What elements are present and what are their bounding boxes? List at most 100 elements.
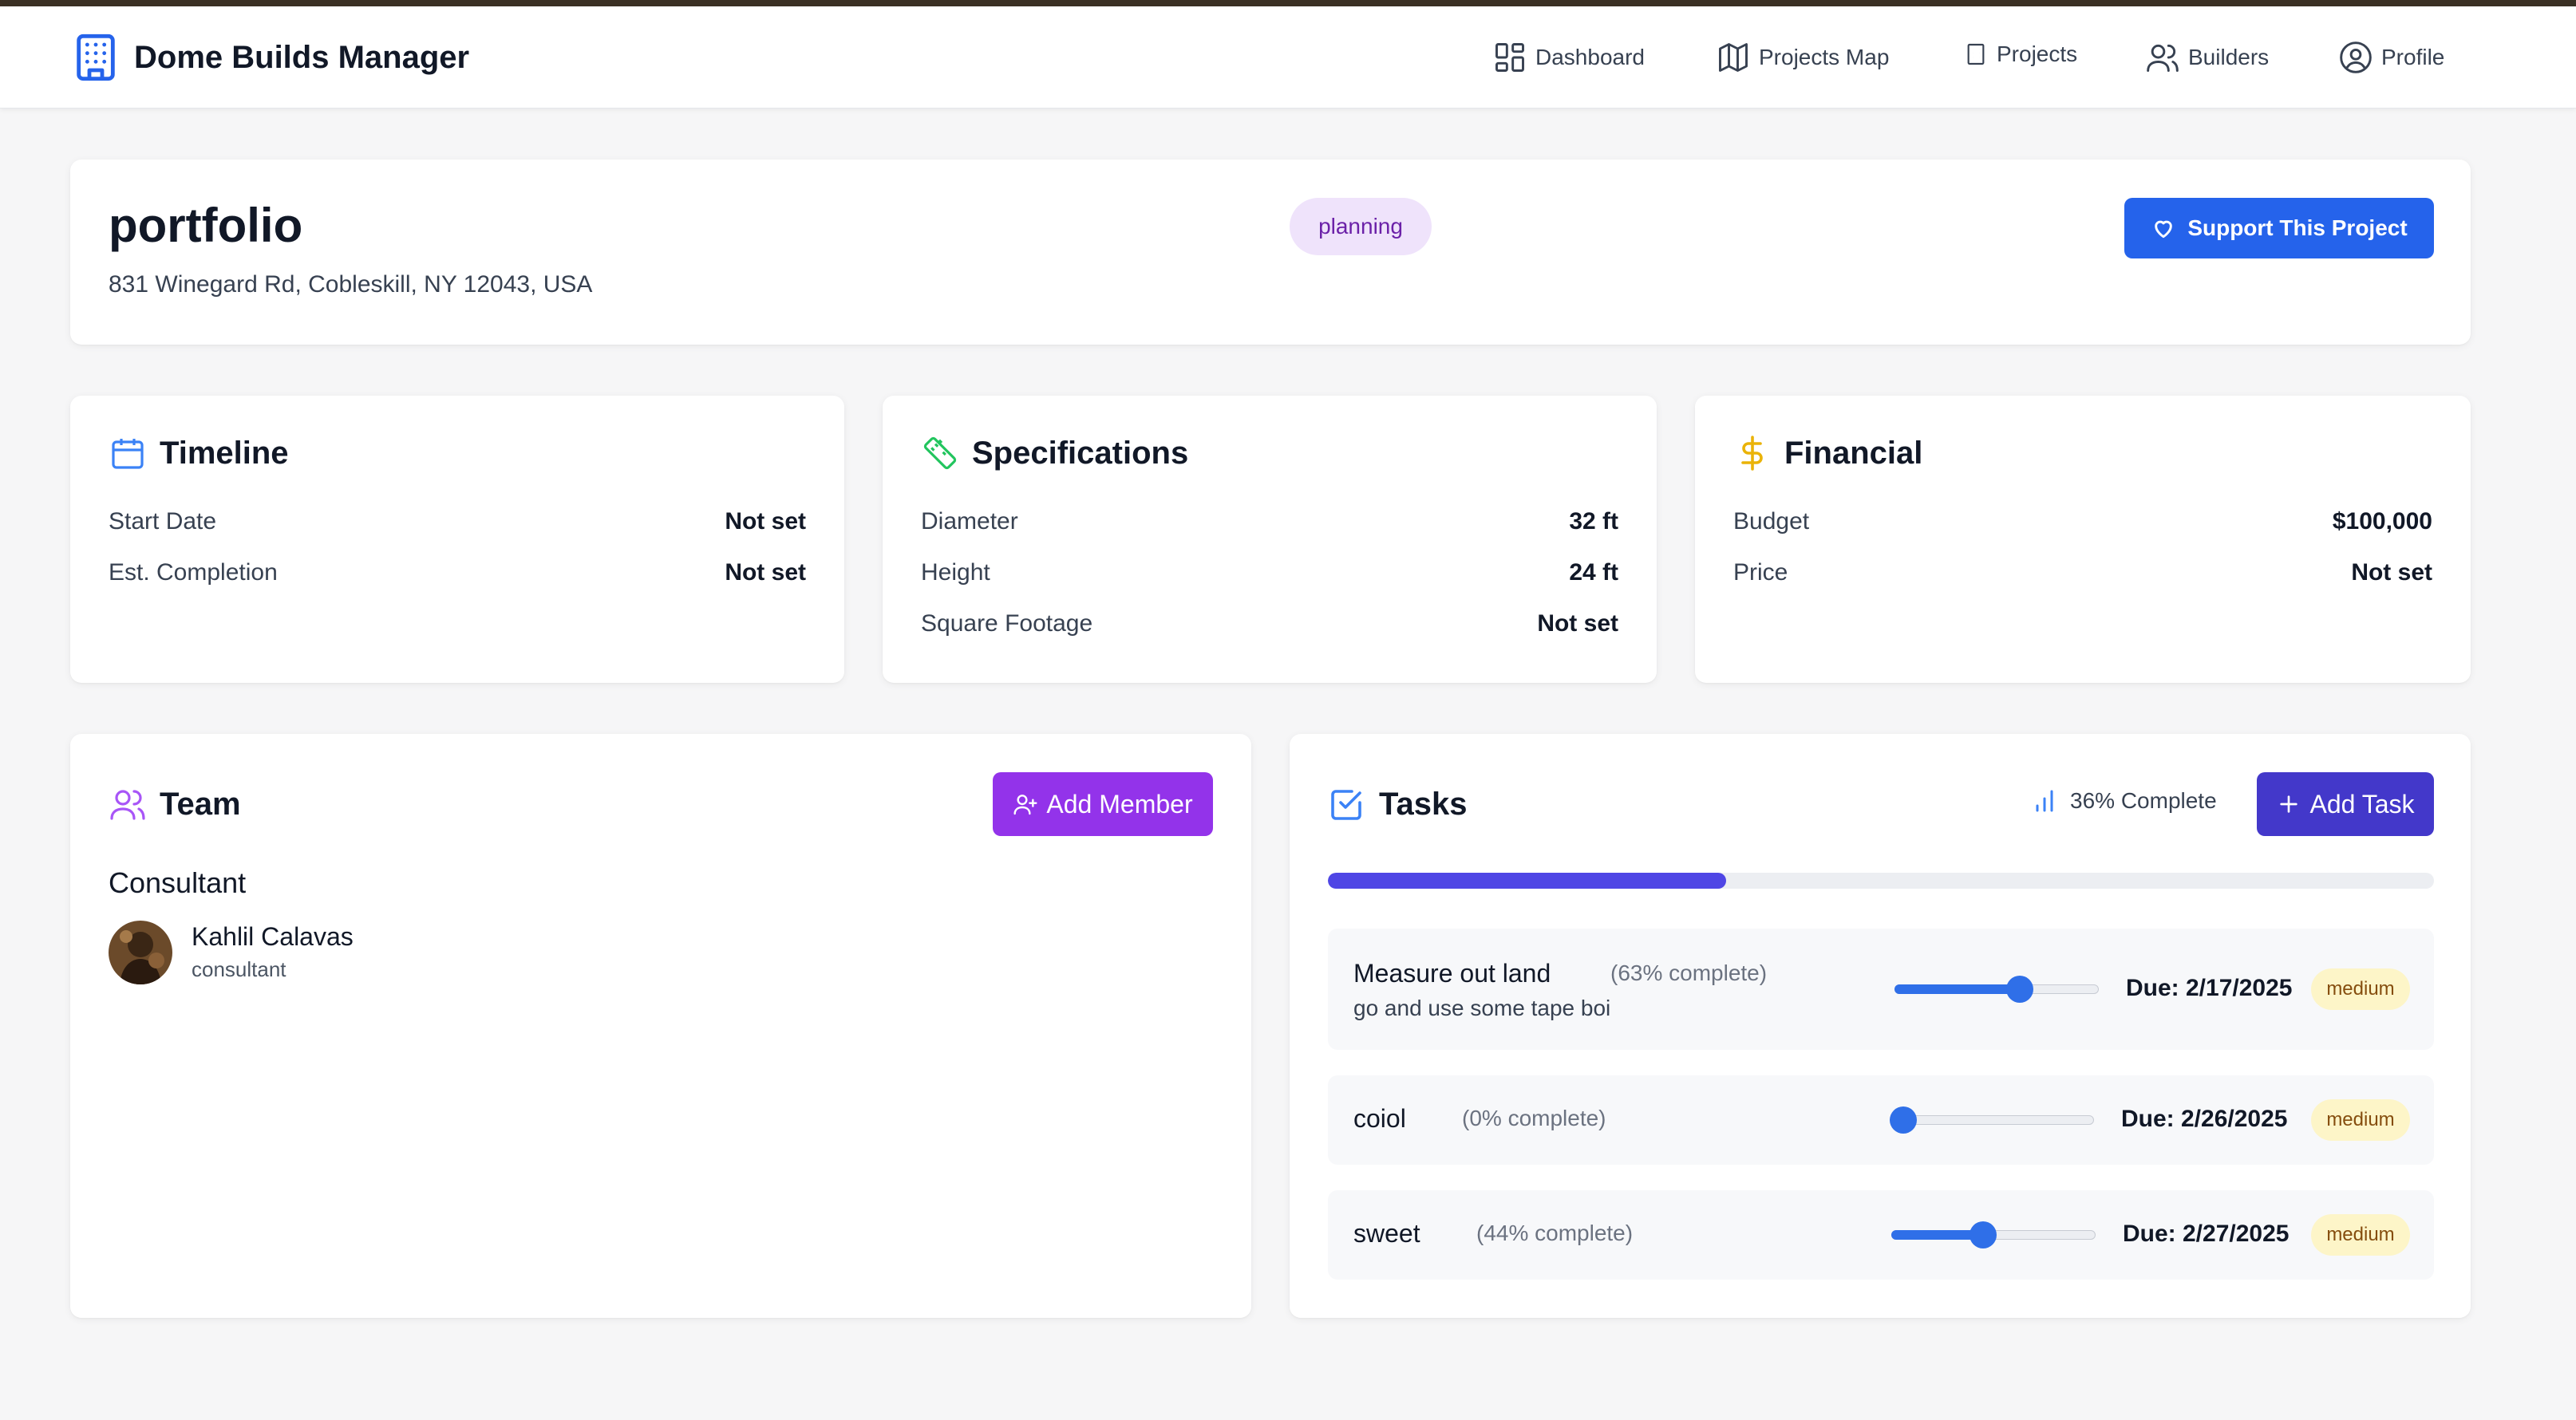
task-row[interactable]: sweet (44% complete) Due: 2/27/2025 medi…: [1328, 1190, 2434, 1280]
nav-projects-map-label: Projects Map: [1759, 45, 1890, 69]
task-progress-slider[interactable]: [1894, 976, 2099, 1003]
add-member-label: Add Member: [1046, 789, 1193, 818]
timeline-row-value: Not set: [725, 559, 806, 586]
top-navbar: Dome Builds Manager Dashboard Projects M…: [0, 6, 2576, 108]
spec-row-value: 24 ft: [1569, 559, 1618, 586]
tasks-heading: Tasks: [1328, 785, 1467, 823]
slider-track: [1890, 1115, 2094, 1125]
map-icon: [1716, 40, 1751, 75]
slider-fill: [1891, 1230, 1981, 1240]
task-due-date: Due: 2/17/2025: [2126, 975, 2293, 1001]
specifications-title: Specifications: [972, 435, 1189, 471]
task-title: Measure out land: [1353, 959, 1551, 988]
tasks-progress-summary: 36% Complete: [2030, 787, 2217, 815]
task-percent: (63% complete): [1610, 960, 1768, 985]
nav-projects-map[interactable]: Projects Map: [1716, 38, 1889, 77]
task-description: go and use some tape boi: [1353, 996, 1611, 1020]
role-heading: Consultant: [109, 866, 247, 899]
timeline-row-value: Not set: [725, 508, 806, 534]
nav-dashboard[interactable]: Dashboard: [1492, 38, 1645, 77]
financial-card: Financial Budget $100,000 Price Not set: [1695, 396, 2471, 683]
avatar[interactable]: [109, 921, 172, 984]
task-title: coiol: [1353, 1104, 1406, 1133]
specifications-heading: Specifications: [921, 434, 1188, 472]
task-title: sweet: [1353, 1219, 1420, 1248]
project-address: 831 Winegard Rd, Cobleskill, NY 12043, U…: [109, 271, 593, 298]
building-small-icon: [1963, 41, 1989, 67]
priority-badge: medium: [2311, 1099, 2410, 1141]
plus-icon: [2276, 791, 2301, 817]
user-plus-icon: [1013, 791, 1038, 817]
heart-icon: [2151, 215, 2176, 241]
timeline-heading: Timeline: [109, 434, 289, 472]
building-icon: [70, 32, 121, 83]
spec-row-value: 32 ft: [1569, 508, 1618, 534]
nav-projects-label: Projects: [1997, 41, 2078, 66]
nav-projects[interactable]: Projects: [1963, 35, 2077, 73]
spec-row-label: Square Footage: [921, 610, 1093, 637]
project-header-card: portfolio 831 Winegard Rd, Cobleskill, N…: [70, 160, 2471, 345]
timeline-row-label: Est. Completion: [109, 559, 278, 586]
task-due-date: Due: 2/27/2025: [2123, 1221, 2290, 1247]
task-due-date: Due: 2/26/2025: [2121, 1106, 2288, 1132]
add-task-label: Add Task: [2309, 789, 2415, 818]
financial-row-label: Price: [1733, 559, 1788, 586]
task-progress-slider[interactable]: [1891, 1221, 2096, 1248]
nav-profile[interactable]: Profile: [2338, 38, 2444, 77]
support-project-button[interactable]: Support This Project: [2124, 198, 2434, 258]
nav-profile-label: Profile: [2381, 45, 2445, 69]
team-card: Team Add Member Consultant Kahlil Calava…: [70, 734, 1251, 1318]
task-percent: (0% complete): [1462, 1106, 1606, 1130]
specifications-card: Specifications Diameter 32 ft Height 24 …: [883, 396, 1657, 683]
status-badge: planning: [1290, 198, 1432, 255]
overall-progress-fill: [1328, 873, 1726, 889]
task-percent: (44% complete): [1476, 1221, 1634, 1245]
team-title: Team: [160, 786, 241, 822]
tasks-title: Tasks: [1379, 786, 1468, 822]
timeline-row-label: Start Date: [109, 508, 217, 534]
slider-thumb[interactable]: [2005, 976, 2033, 1003]
layout-dashboard-icon: [1492, 40, 1527, 75]
spec-row: Height 24 ft: [921, 557, 1618, 589]
spec-row-label: Diameter: [921, 508, 1018, 534]
financial-heading: Financial: [1733, 434, 1922, 472]
member-name: Kahlil Calavas: [192, 922, 354, 951]
slider-thumb[interactable]: [1890, 1106, 1917, 1134]
window-top-edge: [0, 0, 2576, 6]
timeline-row: Est. Completion Not set: [109, 557, 806, 589]
timeline-row: Start Date Not set: [109, 506, 806, 538]
tasks-card: Tasks 36% Complete Add Task Measure out …: [1290, 734, 2471, 1318]
slider-fill: [1894, 984, 2024, 994]
task-row[interactable]: Measure out land (63% complete) go and u…: [1328, 929, 2434, 1050]
financial-row: Budget $100,000: [1733, 506, 2432, 538]
spec-row-value: Not set: [1537, 610, 1618, 637]
nav-dashboard-label: Dashboard: [1535, 45, 1645, 69]
add-member-button[interactable]: Add Member: [993, 772, 1213, 836]
slider-thumb[interactable]: [1969, 1221, 1997, 1248]
bar-chart-icon: [2030, 787, 2059, 815]
ruler-icon: [921, 434, 959, 472]
task-row[interactable]: coiol (0% complete) Due: 2/26/2025 mediu…: [1328, 1075, 2434, 1165]
add-task-button[interactable]: Add Task: [2257, 772, 2434, 836]
financial-title: Financial: [1784, 435, 1923, 471]
user-circle-icon: [2338, 40, 2373, 75]
support-project-label: Support This Project: [2187, 215, 2408, 240]
spec-row-label: Height: [921, 559, 990, 586]
check-square-icon: [1328, 785, 1366, 823]
brand[interactable]: Dome Builds Manager: [70, 32, 469, 83]
spec-row: Square Footage Not set: [921, 608, 1618, 640]
priority-badge: medium: [2311, 1214, 2410, 1256]
task-progress-slider[interactable]: [1890, 1106, 2094, 1134]
financial-row-label: Budget: [1733, 508, 1810, 534]
dollar-sign-icon: [1733, 434, 1772, 472]
financial-row-value: Not set: [2351, 559, 2432, 586]
users-icon: [109, 785, 147, 823]
calendar-icon: [109, 434, 147, 472]
priority-badge: medium: [2311, 968, 2410, 1010]
nav-builders[interactable]: Builders: [2145, 38, 2269, 77]
users-icon: [2145, 40, 2180, 75]
overall-progress-bar: [1328, 873, 2434, 889]
timeline-title: Timeline: [160, 435, 289, 471]
project-title: portfolio: [109, 199, 303, 252]
nav-builders-label: Builders: [2188, 45, 2270, 69]
